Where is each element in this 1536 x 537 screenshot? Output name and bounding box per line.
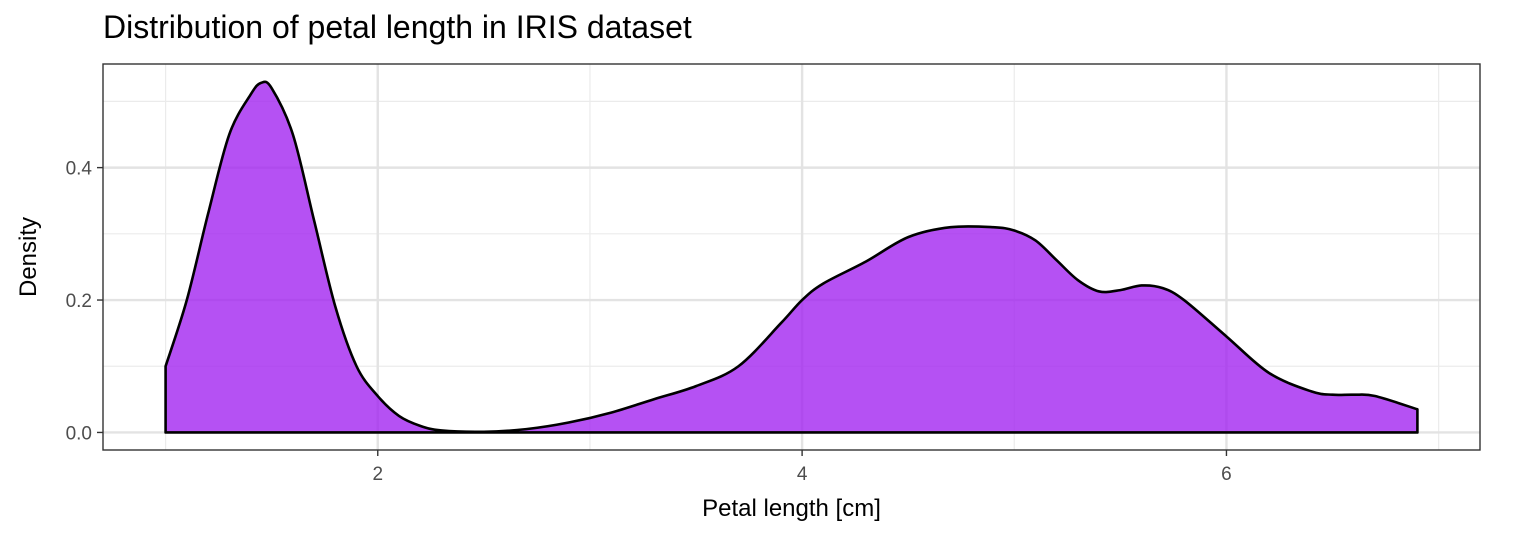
x-axis-title: Petal length [cm] (702, 495, 881, 522)
y-axis-title: Density (15, 217, 42, 297)
y-tick-label: 0.2 (66, 291, 92, 312)
chart-title: Distribution of petal length in IRIS dat… (103, 9, 692, 45)
y-tick-label: 0.0 (66, 423, 92, 444)
density-area (164, 80, 1419, 434)
axis-ticks: 2 4 6 0.0 0.2 0.4 (66, 159, 1232, 485)
density-area-layer (164, 80, 1419, 434)
y-tick-label: 0.4 (66, 159, 93, 180)
plot-panel-border (102, 63, 1481, 451)
x-tick-label: 4 (797, 464, 808, 485)
x-tick-label: 6 (1221, 464, 1232, 485)
x-tick-label: 2 (372, 464, 383, 485)
